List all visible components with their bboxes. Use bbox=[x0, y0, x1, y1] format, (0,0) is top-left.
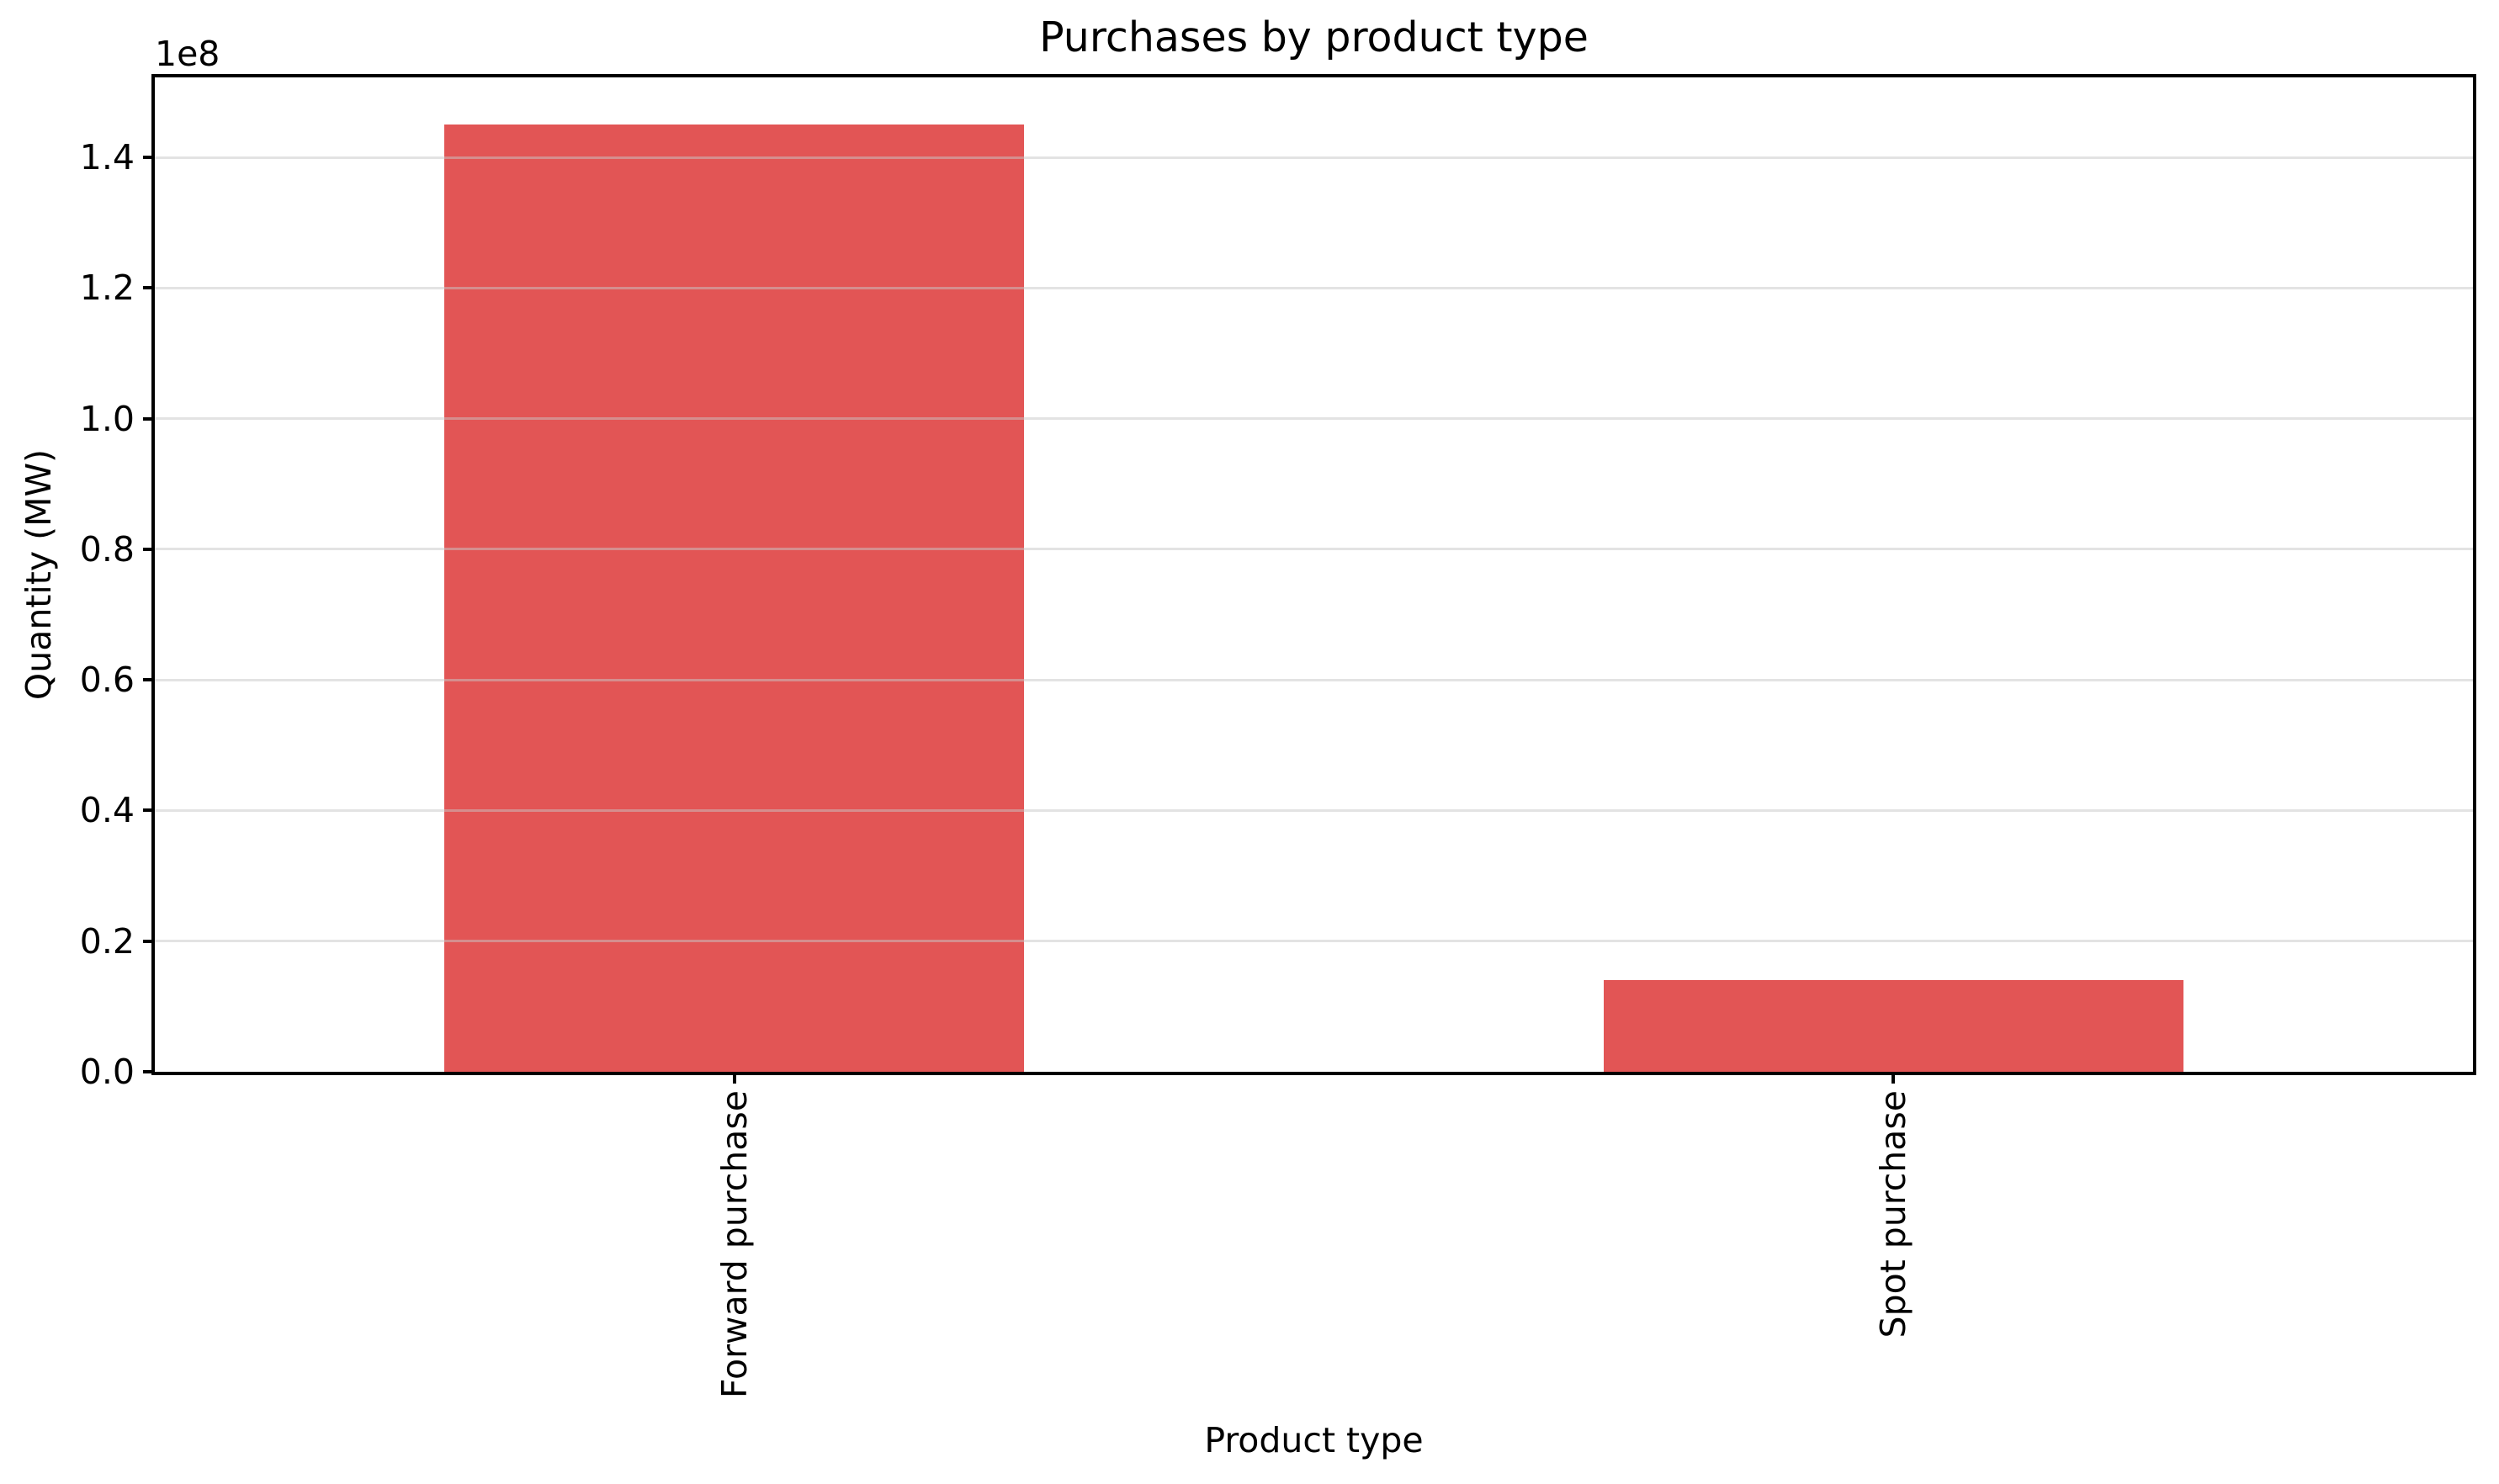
gridline bbox=[155, 417, 2473, 421]
x-tick-mark bbox=[732, 1072, 736, 1084]
y-tick-label: 1.4 bbox=[79, 137, 135, 178]
gridline bbox=[155, 808, 2473, 812]
x-tick-label-text: Forward purchase bbox=[714, 1090, 755, 1399]
y-tick-mark bbox=[143, 939, 155, 943]
y-tick-mark bbox=[143, 416, 155, 421]
y-tick-label: 0.8 bbox=[79, 528, 135, 570]
bar-spot-purchase bbox=[1603, 980, 2183, 1072]
gridline bbox=[155, 940, 2473, 943]
y-tick-mark bbox=[143, 286, 155, 290]
gridline bbox=[155, 678, 2473, 681]
y-tick-mark bbox=[143, 808, 155, 813]
x-tick-mark bbox=[1891, 1072, 1896, 1084]
gridline bbox=[155, 286, 2473, 289]
bar-forward-purchase bbox=[444, 125, 1025, 1072]
y-tick-label: 1.0 bbox=[79, 398, 135, 439]
y-tick-label: 0.0 bbox=[79, 1052, 135, 1092]
gridline bbox=[155, 548, 2473, 551]
y-tick-label: 0.6 bbox=[79, 660, 135, 701]
plot-area bbox=[151, 74, 2476, 1075]
y-tick-label: 1.2 bbox=[79, 268, 135, 309]
y-tick-mark bbox=[143, 156, 155, 160]
y-tick-label: 0.4 bbox=[79, 790, 135, 831]
chart-title: Purchases by product type bbox=[1039, 13, 1589, 61]
y-tick-mark bbox=[143, 678, 155, 682]
gridline bbox=[155, 156, 2473, 159]
y-tick-mark bbox=[143, 1070, 155, 1073]
x-tick-label-text: Spot purchase bbox=[1873, 1090, 1914, 1338]
y-axis-offset-text: 1e8 bbox=[155, 34, 220, 74]
y-tick-label: 0.2 bbox=[79, 920, 135, 962]
x-axis-label: Product type bbox=[1204, 1420, 1424, 1460]
y-tick-mark bbox=[143, 547, 155, 551]
